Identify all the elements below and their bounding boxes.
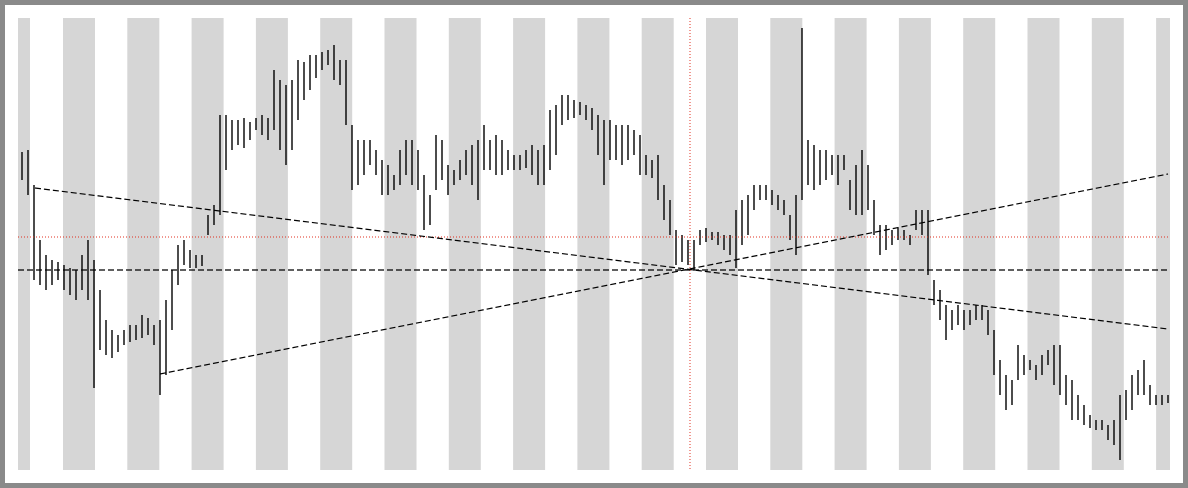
stripe xyxy=(577,18,610,470)
stripe xyxy=(384,18,417,470)
stripe xyxy=(706,18,738,470)
trend-line xyxy=(159,173,1169,375)
stripe xyxy=(63,18,95,470)
stripe xyxy=(513,18,546,470)
price-bars xyxy=(21,28,1169,460)
stripe xyxy=(191,18,224,470)
stripe xyxy=(18,18,30,470)
stripe xyxy=(963,18,996,470)
stripe xyxy=(1091,18,1124,470)
trend-line xyxy=(34,187,1169,330)
stripe xyxy=(127,18,160,470)
stripe xyxy=(255,18,288,470)
stripe xyxy=(320,18,353,470)
stripe xyxy=(641,18,674,470)
stripe xyxy=(1156,18,1170,470)
stripe xyxy=(1027,18,1060,470)
session-stripes xyxy=(18,18,1170,470)
stripe xyxy=(770,18,803,470)
stripe xyxy=(448,18,481,470)
stripe xyxy=(834,18,867,470)
stripe xyxy=(898,18,931,470)
